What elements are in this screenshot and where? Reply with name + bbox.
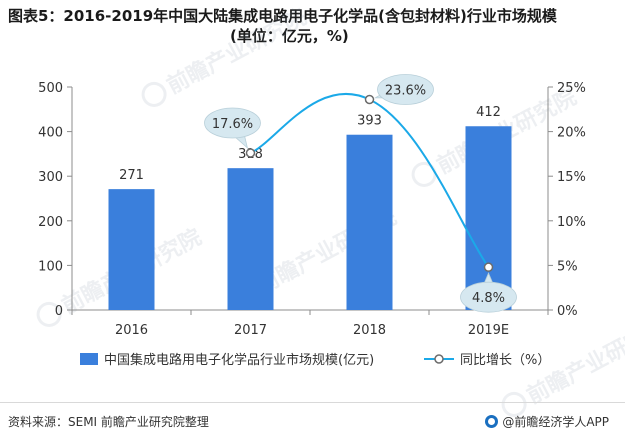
footer-divider [0, 402, 625, 403]
watermark-text: 前瞻产业研究院 [163, 4, 311, 99]
y-left-tick-label: 400 [38, 126, 63, 141]
y-left-tick-label: 500 [38, 81, 63, 96]
bar-series: 271318393412 [108, 105, 512, 310]
growth-label-2017: 17.6% [212, 117, 253, 132]
y-left-tick-label: 200 [38, 215, 63, 230]
growth-label-2018: 23.6% [385, 83, 426, 98]
axes: 0 100 200 300 400 500 0% 5% 10% 15% 20% 25% 2016 2017… [38, 81, 586, 338]
chart-title-line2: (单位：亿元，%) [230, 27, 349, 45]
watermark-logo-icon [141, 81, 167, 107]
growth-point-2018 [364, 94, 375, 105]
legend-bar-label: 中国集成电路用电子化学品行业市场规模(亿元) [104, 352, 374, 368]
y-right-tick-label: 0% [557, 304, 578, 319]
chart-title-line1: 图表5：2016-2019年中国大陆集成电路用电子化学品(含包封材料)行业市场规… [8, 7, 557, 25]
bar-label-2019E: 412 [476, 105, 501, 120]
bar-2017 [227, 168, 274, 310]
callout-bubble [460, 281, 517, 313]
growth-point-2019E [483, 262, 494, 272]
growth-callout-2019E: 4.8% [460, 272, 517, 313]
y-left-tick-label: 0 [55, 304, 63, 319]
brand-logo-icon [485, 415, 499, 428]
growth-callout-2017: 17.6% [204, 107, 261, 150]
y-right-tick-label: 20% [557, 126, 586, 141]
watermark-logo-icon [36, 301, 62, 327]
watermark-logo-icon [501, 391, 527, 417]
legend: 中国集成电路用电子化学品行业市场规模(亿元) 同比增长（%） [80, 352, 550, 368]
watermark-0: 前瞻产业研究院 [141, 4, 311, 107]
growth-point-2017 [245, 148, 256, 158]
line-series: 17.6% 23.6% 4.8% [204, 74, 517, 313]
watermark-logo-icon [411, 161, 437, 187]
y-right-tick-label: 15% [557, 170, 586, 185]
y-right-tick-label: 25% [557, 81, 586, 96]
x-tick-label: 2018 [353, 323, 386, 338]
source-note: 资料来源：SEMI 前瞻产业研究院整理 [8, 415, 209, 429]
y-left-tick-label: 300 [38, 170, 63, 185]
brand: @前瞻经济学人APP [485, 413, 609, 430]
x-tick-label: 2017 [234, 323, 267, 338]
y-left-tick-label: 100 [38, 259, 63, 274]
growth-callout-2018: 23.6% [373, 74, 434, 105]
chart-title: 图表5：2016-2019年中国大陆集成电路用电子化学品(含包封材料)行业市场规… [8, 6, 618, 46]
y-right-tick-label: 10% [557, 215, 586, 230]
bar-2016 [108, 189, 155, 310]
callout-bubble [377, 74, 434, 105]
x-tick-label: 2019E [468, 323, 509, 338]
brand-label: @前瞻经济学人APP [502, 415, 609, 429]
callout-bubble [204, 107, 261, 139]
x-tick-label: 2016 [115, 323, 148, 338]
bar-label-2018: 393 [357, 114, 382, 129]
legend-bar-swatch [80, 353, 98, 365]
legend-line-marker [434, 354, 444, 364]
bar-2018 [346, 134, 393, 310]
growth-label-2019E: 4.8% [472, 291, 505, 306]
bar-label-2016: 271 [119, 168, 144, 183]
y-right-tick-label: 5% [557, 259, 578, 274]
legend-line-label: 同比增长（%） [460, 353, 550, 368]
